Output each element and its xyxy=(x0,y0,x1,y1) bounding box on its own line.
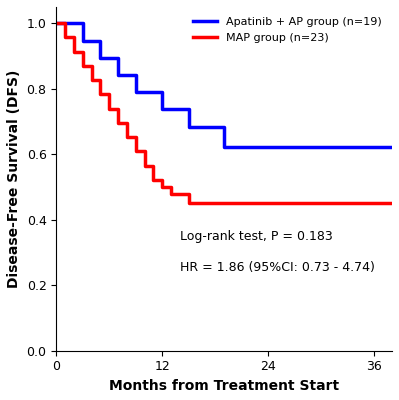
MAP group (n=23) xyxy=(80,64,85,68)
Apatinib + AP group (n=19) xyxy=(186,124,191,129)
MAP group (n=23) xyxy=(160,185,165,190)
MAP group (n=23) xyxy=(389,200,394,205)
MAP group (n=23) xyxy=(186,200,191,205)
MAP group (n=23) xyxy=(89,78,94,83)
MAP group (n=23) xyxy=(124,135,129,140)
Text: HR = 1.86 (95%CI: 0.73 - 4.74): HR = 1.86 (95%CI: 0.73 - 4.74) xyxy=(180,261,375,274)
MAP group (n=23) xyxy=(169,192,174,197)
X-axis label: Months from Treatment Start: Months from Treatment Start xyxy=(109,379,339,393)
Apatinib + AP group (n=19) xyxy=(160,107,165,112)
MAP group (n=23) xyxy=(204,200,209,205)
Legend: Apatinib + AP group (n=19), MAP group (n=23): Apatinib + AP group (n=19), MAP group (n… xyxy=(188,12,387,47)
MAP group (n=23) xyxy=(54,21,59,26)
Apatinib + AP group (n=19) xyxy=(98,55,103,60)
MAP group (n=23) xyxy=(98,92,103,97)
Apatinib + AP group (n=19) xyxy=(116,73,120,78)
Apatinib + AP group (n=19) xyxy=(222,145,227,150)
Text: Log-rank test, P = 0.183: Log-rank test, P = 0.183 xyxy=(180,230,333,244)
Apatinib + AP group (n=19) xyxy=(80,38,85,43)
MAP group (n=23) xyxy=(151,178,156,182)
Apatinib + AP group (n=19) xyxy=(54,21,59,26)
Line: MAP group (n=23): MAP group (n=23) xyxy=(56,23,392,203)
Apatinib + AP group (n=19) xyxy=(389,145,394,150)
MAP group (n=23) xyxy=(107,106,112,111)
Line: Apatinib + AP group (n=19): Apatinib + AP group (n=19) xyxy=(56,23,392,148)
MAP group (n=23) xyxy=(142,163,147,168)
MAP group (n=23) xyxy=(71,50,76,54)
MAP group (n=23) xyxy=(63,35,67,40)
Y-axis label: Disease-Free Survival (DFS): Disease-Free Survival (DFS) xyxy=(7,70,21,288)
Apatinib + AP group (n=19) xyxy=(133,90,138,95)
MAP group (n=23) xyxy=(116,120,120,125)
MAP group (n=23) xyxy=(133,149,138,154)
